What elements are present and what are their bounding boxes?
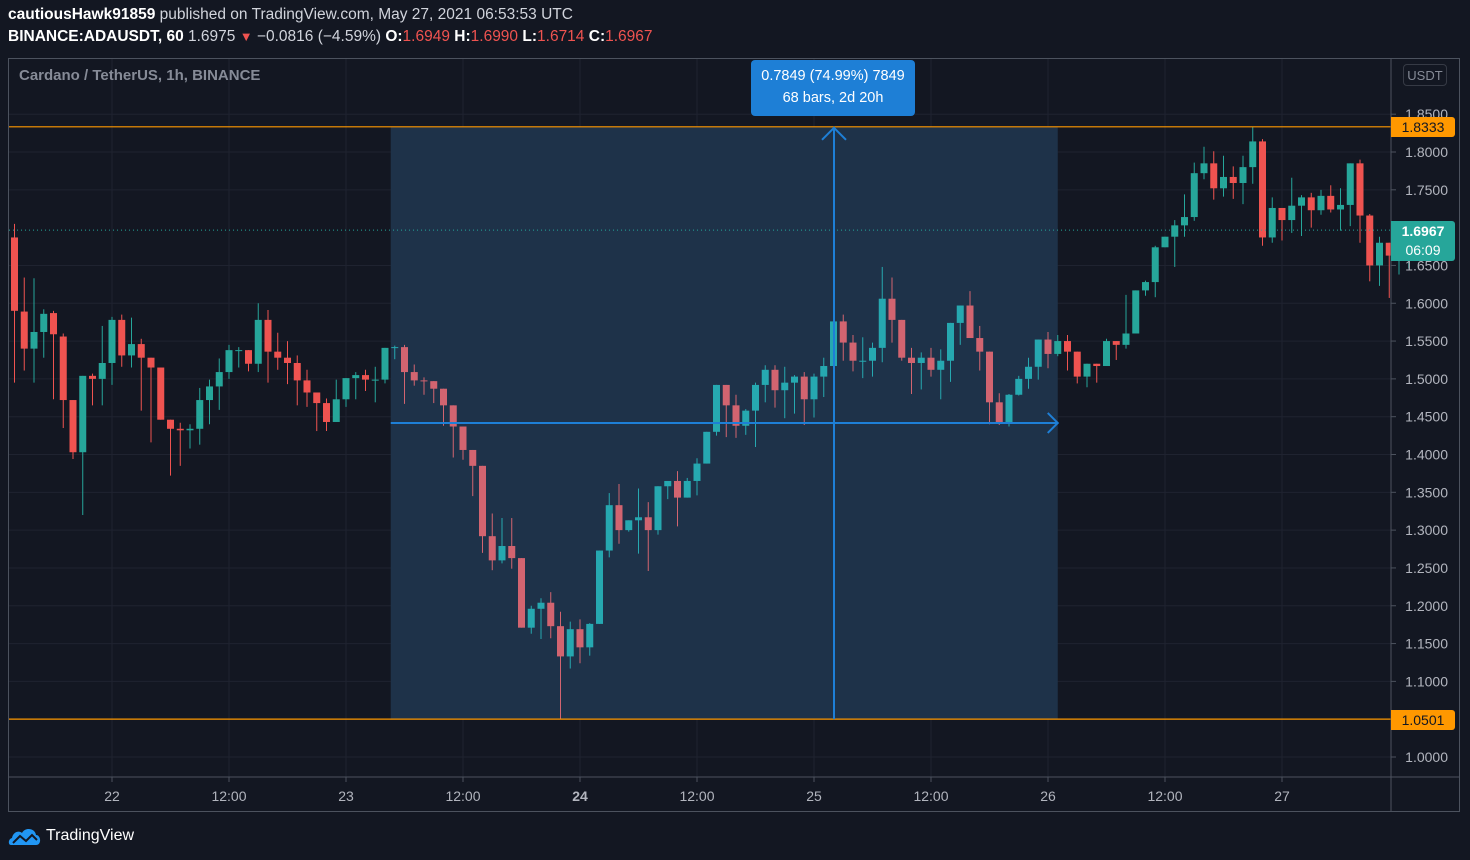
open-label: O: (385, 28, 403, 45)
measure-bars-duration: 68 bars, 2d 20h (782, 90, 884, 106)
svg-text:1.2000: 1.2000 (1405, 598, 1448, 614)
svg-text:1.7500: 1.7500 (1405, 182, 1448, 198)
svg-text:1.5000: 1.5000 (1405, 371, 1448, 387)
svg-text:22: 22 (104, 788, 120, 804)
horizontal-lines[interactable] (9, 126, 1391, 720)
svg-text:12:00: 12:00 (1147, 788, 1182, 804)
svg-text:27: 27 (1274, 788, 1290, 804)
chart-frame (8, 58, 1460, 812)
svg-text:25: 25 (806, 788, 822, 804)
open-value: 1.6949 (402, 28, 450, 45)
svg-text:1.1000: 1.1000 (1405, 673, 1448, 689)
svg-text:12:00: 12:00 (913, 788, 948, 804)
down-arrow-icon: ▼ (239, 29, 253, 44)
svg-text:1.3000: 1.3000 (1405, 522, 1448, 538)
svg-text:1.6000: 1.6000 (1405, 295, 1448, 311)
svg-text:1.4500: 1.4500 (1405, 409, 1448, 425)
low-value: 1.6714 (537, 28, 585, 45)
last-price: 1.6975 (188, 28, 236, 45)
last-price-value: 1.6967 (1401, 223, 1445, 239)
svg-text:1.3500: 1.3500 (1405, 484, 1448, 500)
svg-text:1.0000: 1.0000 (1405, 749, 1448, 765)
axes: 1.85001.80001.75001.65001.60001.55001.50… (9, 59, 1459, 812)
measure-arrows (390, 126, 1060, 720)
pane-title: Cardano / TetherUS, 1h, BINANCE (19, 67, 261, 84)
symbol-legend: BINANCE:ADAUSDT, 60 1.6975 ▼ −0.0816 (−4… (8, 28, 653, 46)
bar-countdown: 06:09 (1405, 242, 1441, 258)
published-text: published on TradingView.com, May 27, 20… (159, 6, 573, 23)
author-name[interactable]: cautiousHawk91859 (8, 6, 156, 23)
price-change: −0.0816 (−4.59%) (256, 28, 382, 45)
currency-unit-button[interactable]: USDT (1403, 64, 1447, 86)
close-value: 1.6967 (605, 28, 653, 45)
svg-text:12:00: 12:00 (679, 788, 714, 804)
svg-text:26: 26 (1040, 788, 1056, 804)
svg-text:24: 24 (572, 788, 588, 804)
svg-text:12:00: 12:00 (211, 788, 246, 804)
svg-text:1.2500: 1.2500 (1405, 560, 1448, 576)
high-label: H: (454, 28, 471, 45)
candles (11, 127, 1422, 720)
svg-text:1.6500: 1.6500 (1405, 257, 1448, 273)
measure-tooltip: 0.7849 (74.99%) 7849 68 bars, 2d 20h (751, 60, 915, 116)
low-line-price-tag: 1.0501 (1391, 710, 1455, 730)
low-label: L: (522, 28, 538, 45)
svg-text:23: 23 (338, 788, 354, 804)
high-line-price-tag: 1.8333 (1391, 117, 1455, 137)
symbol-label: BINANCE:ADAUSDT, 60 (8, 28, 184, 45)
high-value: 1.6990 (470, 28, 519, 45)
brand-name: TradingView (46, 827, 135, 844)
svg-text:1.5500: 1.5500 (1405, 333, 1448, 349)
measure-price-change: 0.7849 (74.99%) 7849 (761, 68, 905, 84)
svg-text:1.8000: 1.8000 (1405, 144, 1448, 160)
publish-info: cautiousHawk91859 published on TradingVi… (8, 6, 573, 24)
svg-text:1.4000: 1.4000 (1405, 447, 1448, 463)
tradingview-cloud-icon (8, 829, 41, 845)
svg-text:1.1500: 1.1500 (1405, 636, 1448, 652)
tradingview-logo[interactable]: TradingView (8, 826, 134, 846)
last-price-tag: 1.6967 06:09 (1391, 221, 1455, 261)
close-label: C: (588, 28, 606, 45)
svg-text:12:00: 12:00 (445, 788, 480, 804)
